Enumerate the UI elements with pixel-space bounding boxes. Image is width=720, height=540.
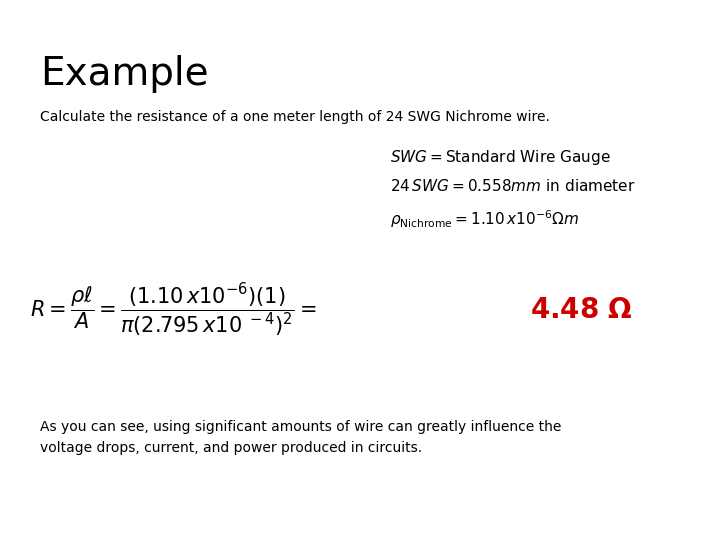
Text: $\mathbf{4.48\ \Omega}$: $\mathbf{4.48\ \Omega}$ <box>530 296 632 324</box>
Text: $R = \dfrac{\rho\ell}{A} = \dfrac{(1.10\,x10^{-6})(1)}{\pi(2.795\,x10^{\ -4})^{2: $R = \dfrac{\rho\ell}{A} = \dfrac{(1.10\… <box>30 281 317 339</box>
Text: $SWG = \mathrm{Standard\ Wire\ Gauge}$: $SWG = \mathrm{Standard\ Wire\ Gauge}$ <box>390 148 611 167</box>
Text: As you can see, using significant amounts of wire can greatly influence the
volt: As you can see, using significant amount… <box>40 420 562 455</box>
Text: Example: Example <box>40 55 209 93</box>
Text: Calculate the resistance of a one meter length of 24 SWG Nichrome wire.: Calculate the resistance of a one meter … <box>40 110 550 124</box>
Text: $24\,SWG = 0.558\mathit{mm}\ \mathrm{in\ diameter}$: $24\,SWG = 0.558\mathit{mm}\ \mathrm{in\… <box>390 178 636 194</box>
Text: $\rho_{\mathrm{Nichrome}} = 1.10\,x10^{-6}\Omega m$: $\rho_{\mathrm{Nichrome}} = 1.10\,x10^{-… <box>390 208 579 230</box>
